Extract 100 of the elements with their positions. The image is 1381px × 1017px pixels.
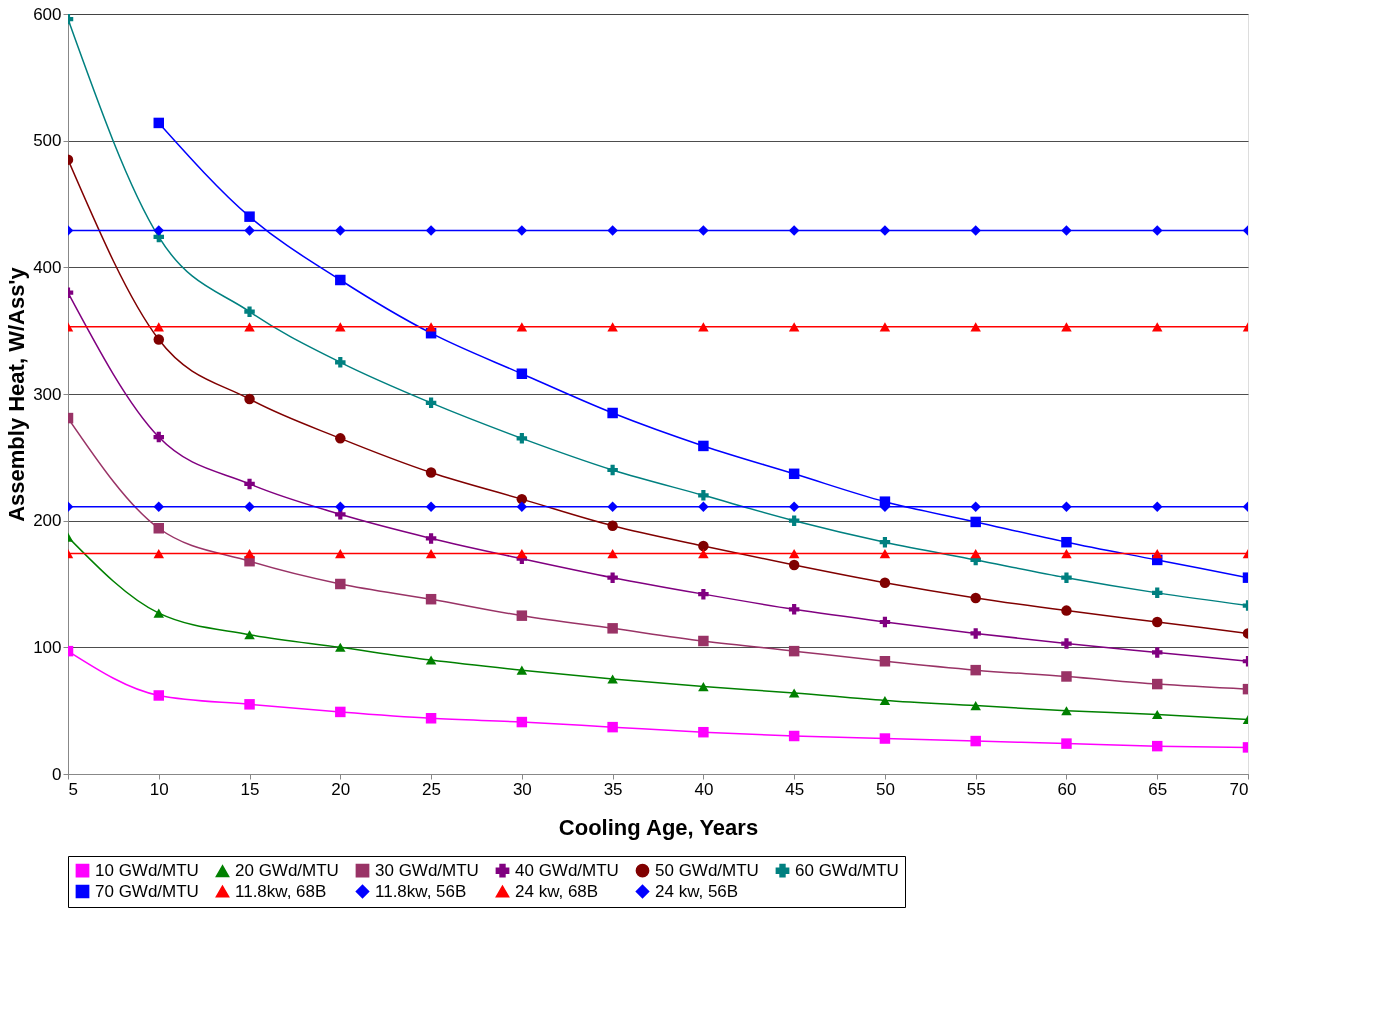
point [244, 225, 255, 236]
point [425, 593, 437, 605]
point [788, 688, 800, 698]
point [516, 433, 528, 444]
point [970, 501, 981, 512]
point [607, 572, 618, 583]
point [335, 642, 346, 652]
point [425, 501, 437, 512]
point [1151, 709, 1163, 720]
point [244, 501, 255, 512]
point [970, 225, 981, 236]
point [1061, 706, 1072, 716]
point [425, 397, 437, 409]
point [516, 493, 528, 505]
point [335, 322, 346, 332]
point [1151, 616, 1163, 628]
legend-label: 24 kw, 56B [655, 881, 739, 901]
point [879, 616, 891, 628]
legend-label: 11.8kw, 68B [235, 881, 327, 901]
point [970, 516, 981, 528]
legend-label: 50 GWd/MTU [655, 860, 759, 880]
point [425, 322, 437, 332]
point [698, 501, 709, 512]
point [788, 604, 800, 615]
point [425, 533, 437, 544]
point [1061, 671, 1072, 682]
point [335, 357, 346, 368]
point [335, 501, 346, 512]
point [879, 549, 891, 559]
point [698, 440, 709, 452]
point [698, 540, 709, 552]
point [788, 501, 800, 512]
point [970, 549, 981, 559]
x-tick-label: 25 [422, 779, 442, 799]
point [1151, 501, 1163, 512]
legend-label: 30 GWd/MTU [375, 860, 479, 880]
point [607, 623, 618, 634]
point [1151, 740, 1163, 752]
y-tick-label: 400 [33, 257, 62, 277]
point [153, 431, 165, 443]
point [153, 523, 165, 534]
point [516, 368, 528, 379]
x-tick-label: 35 [603, 779, 623, 799]
point [970, 701, 981, 711]
point [1061, 605, 1072, 616]
point [1151, 549, 1163, 559]
point [698, 588, 709, 600]
point [244, 306, 255, 317]
point [1061, 549, 1072, 559]
point [516, 549, 528, 559]
point [698, 490, 709, 501]
point [698, 726, 709, 738]
point [153, 334, 165, 345]
x-tick-label: 50 [875, 779, 895, 799]
x-tick-label: 20 [331, 779, 351, 799]
point [879, 322, 891, 332]
y-tick-label: 0 [52, 764, 62, 784]
x-tick-label: 45 [785, 779, 805, 799]
point [1061, 322, 1072, 332]
point [1061, 738, 1072, 749]
y-tick-label: 600 [33, 4, 62, 24]
point [607, 721, 618, 733]
legend-label: 24 kw, 68B [515, 881, 599, 901]
point [607, 674, 618, 684]
point [153, 117, 165, 129]
x-tick-label: 30 [512, 779, 532, 799]
point [970, 735, 981, 747]
point [335, 225, 346, 236]
point [607, 464, 618, 476]
point [153, 501, 165, 512]
point [1061, 536, 1072, 548]
legend-label: 60 GWd/MTU [795, 860, 899, 880]
point [788, 515, 800, 526]
legend-label: 70 GWd/MTU [95, 881, 199, 901]
point [788, 225, 800, 236]
point [607, 520, 618, 531]
point [879, 695, 891, 706]
point [698, 225, 709, 236]
point [1151, 647, 1163, 658]
point [1151, 587, 1163, 599]
x-tick-label: 70 [1229, 779, 1249, 799]
point [425, 467, 437, 478]
point [879, 225, 891, 236]
x-tick-label: 5 [68, 779, 78, 799]
point [335, 433, 346, 444]
point [607, 407, 618, 419]
point [244, 322, 255, 332]
point [244, 630, 255, 640]
point [516, 716, 528, 728]
point [698, 682, 709, 692]
point [335, 549, 346, 559]
point [788, 730, 800, 742]
point [516, 610, 528, 621]
point [335, 706, 346, 718]
point [335, 274, 346, 286]
legend-label: 11.8kw, 56B [375, 881, 467, 901]
x-tick-label: 60 [1057, 779, 1077, 799]
point [698, 635, 709, 647]
y-tick-label: 200 [33, 511, 62, 531]
point [788, 645, 800, 657]
